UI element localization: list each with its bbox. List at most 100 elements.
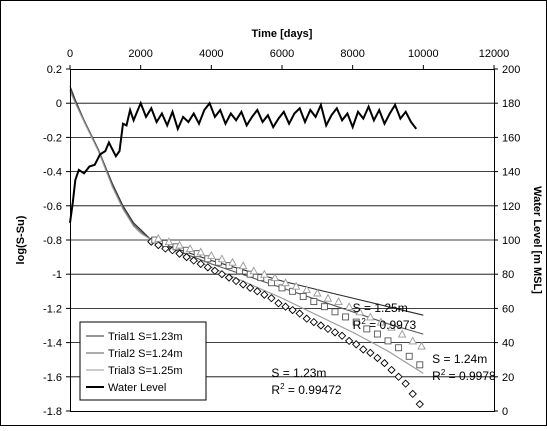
data-point-diamond xyxy=(224,273,234,282)
data-point-triangle xyxy=(291,281,301,290)
legend-label: Trial3 S=1.25m xyxy=(108,365,183,377)
r2-exponent: 2 xyxy=(441,368,446,377)
data-point-triangle xyxy=(207,250,216,259)
y2-tick-label: 140 xyxy=(502,167,520,179)
x-tick-label: 10000 xyxy=(408,48,439,60)
data-point-triangle xyxy=(228,257,237,266)
data-point-diamond xyxy=(302,314,311,323)
data-point-triangle xyxy=(164,237,174,246)
data-point-triangle xyxy=(238,261,248,270)
data-point-diamond xyxy=(210,266,220,275)
data-point-triangle xyxy=(323,293,333,302)
fit-annotation-r2: R2 = 0.9973 xyxy=(353,317,417,332)
x-tick-label: 0 xyxy=(67,48,73,60)
data-point-diamond xyxy=(288,305,297,315)
data-point-square xyxy=(320,303,328,311)
data-point-diamond xyxy=(337,331,347,340)
data-point-diamond xyxy=(309,317,318,327)
data-point-diamond xyxy=(238,280,248,289)
r2-symbol: R xyxy=(432,369,441,383)
data-point-diamond xyxy=(366,348,375,357)
y-tick-label: -0.6 xyxy=(43,201,62,213)
y2-tick-label: 100 xyxy=(502,235,520,247)
fit-annotation-r2: R2 = 0.9978 xyxy=(432,368,496,383)
data-point-diamond xyxy=(344,336,354,346)
data-point-diamond xyxy=(380,358,389,368)
data-point-diamond xyxy=(373,353,382,363)
data-point-diamond xyxy=(189,256,198,265)
data-point-square xyxy=(363,325,371,333)
plot-area-border xyxy=(70,69,495,412)
data-point-triangle xyxy=(249,266,258,275)
data-point-square xyxy=(310,298,318,306)
legend-label: Trial2 S=1.24m xyxy=(108,348,183,360)
r2-symbol: R xyxy=(271,383,280,397)
y-tick-label: -0.4 xyxy=(43,167,62,179)
r2-value: = 0.9973 xyxy=(366,318,417,332)
y2-tick-label: 180 xyxy=(502,98,520,110)
x-tick-label: 2000 xyxy=(128,48,152,60)
y2-tick-label: 40 xyxy=(502,338,514,350)
data-point-square xyxy=(331,308,339,316)
series-line-3 xyxy=(69,100,418,224)
y-tick-label: -1.8 xyxy=(43,406,62,418)
data-point-triangle xyxy=(270,273,280,282)
y2-tick-label: 160 xyxy=(502,132,520,144)
data-point-diamond xyxy=(394,372,403,381)
data-point-diamond xyxy=(330,328,340,337)
data-point-triangle xyxy=(185,244,195,252)
r2-symbol: R xyxy=(353,318,362,332)
data-point-diamond xyxy=(401,379,410,388)
y-tick-label: -1 xyxy=(52,269,62,281)
data-point-triangle xyxy=(376,317,386,326)
data-point-diamond xyxy=(260,290,269,299)
x-tick-label: 8000 xyxy=(340,48,364,60)
fit-annotation-r2: R2 = 0.99472 xyxy=(271,382,342,397)
data-point-diamond xyxy=(274,299,283,308)
y-tick-label: -1.6 xyxy=(43,372,62,384)
data-point-triangle xyxy=(154,233,163,242)
r2-exponent: 2 xyxy=(361,317,366,326)
data-point-triangle xyxy=(302,285,311,294)
data-point-diamond xyxy=(154,240,163,250)
fit-annotation-s: S = 1.23m xyxy=(271,366,326,380)
data-point-triangle xyxy=(313,288,322,297)
data-point-diamond xyxy=(175,249,184,258)
y-tick-label: 0.2 xyxy=(47,64,62,76)
data-point-square xyxy=(416,361,424,369)
y-axis-title: log(S-Su) xyxy=(15,215,27,264)
data-point-triangle xyxy=(196,247,205,256)
y2-axis-title: Water Level [m MSL] xyxy=(531,186,543,294)
y2-tick-label: 120 xyxy=(502,201,520,213)
r2-value: = 0.99472 xyxy=(285,383,342,397)
data-point-diamond xyxy=(267,294,276,303)
y-tick-label: -1.4 xyxy=(43,338,62,350)
data-point-diamond xyxy=(182,252,191,262)
data-point-square xyxy=(395,344,403,352)
data-point-diamond xyxy=(231,276,241,286)
data-point-triangle xyxy=(408,336,417,345)
x-axis: 0 2000 4000 6000 8000 10000 12000 xyxy=(67,48,509,69)
data-point-triangle xyxy=(175,240,184,249)
y2-tick-label: 0 xyxy=(502,406,508,418)
data-point-diamond xyxy=(415,400,424,409)
data-point-triangle xyxy=(334,297,343,306)
fit-annotation-s: S = 1.25m xyxy=(353,301,408,315)
data-point-triangle xyxy=(417,341,426,350)
data-point-square xyxy=(342,313,350,321)
x-tick-label: 4000 xyxy=(199,48,223,60)
data-point-diamond xyxy=(196,259,205,269)
fit-annotation-s: S = 1.24m xyxy=(432,352,487,366)
data-point-diamond xyxy=(316,321,326,330)
data-point-triangle xyxy=(344,302,354,311)
data-point-triangle xyxy=(387,322,396,331)
data-point-diamond xyxy=(408,389,417,399)
y-tick-label: -0.2 xyxy=(43,132,62,144)
y-tick-label: 0 xyxy=(56,98,62,110)
data-point-square xyxy=(299,292,307,300)
data-point-triangle xyxy=(281,278,290,287)
data-point-diamond xyxy=(295,309,304,318)
